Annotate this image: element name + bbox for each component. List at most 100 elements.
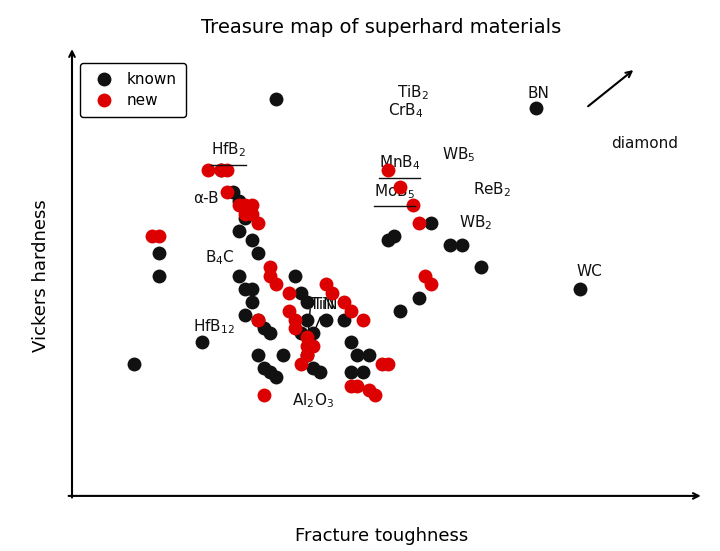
- Point: [475, 262, 487, 271]
- Point: [258, 390, 270, 399]
- Point: [246, 209, 257, 218]
- Point: [364, 350, 375, 359]
- Point: [128, 359, 140, 368]
- Point: [271, 95, 282, 104]
- Point: [252, 249, 264, 258]
- Text: TiN: TiN: [310, 296, 335, 312]
- Point: [233, 196, 245, 205]
- Point: [221, 165, 233, 174]
- Text: WC: WC: [577, 263, 603, 279]
- Text: HfB$_2$: HfB$_2$: [212, 141, 246, 159]
- Point: [376, 359, 387, 368]
- Point: [444, 240, 456, 249]
- Point: [326, 289, 338, 298]
- Text: TiB$_2$: TiB$_2$: [397, 83, 429, 102]
- Point: [258, 364, 270, 372]
- Text: Fracture toughness: Fracture toughness: [295, 527, 468, 545]
- Point: [426, 280, 437, 289]
- Text: ReB$_2$: ReB$_2$: [473, 180, 511, 199]
- Point: [388, 231, 400, 240]
- Point: [283, 289, 294, 298]
- Point: [369, 390, 381, 399]
- Point: [228, 187, 239, 196]
- Text: Al$_2$O$_3$: Al$_2$O$_3$: [292, 392, 334, 410]
- Point: [271, 280, 282, 289]
- Point: [240, 214, 251, 223]
- Point: [456, 240, 468, 249]
- Point: [240, 209, 251, 218]
- Point: [382, 236, 394, 245]
- Point: [351, 381, 363, 390]
- Point: [338, 315, 350, 324]
- Point: [338, 298, 350, 306]
- Text: Treasure map of superhard materials: Treasure map of superhard materials: [202, 19, 562, 37]
- Point: [295, 289, 307, 298]
- Point: [302, 350, 313, 359]
- Point: [252, 315, 264, 324]
- Text: HfB$_{12}$: HfB$_{12}$: [193, 317, 235, 336]
- Text: Vickers hardness: Vickers hardness: [32, 199, 50, 352]
- Point: [276, 350, 288, 359]
- Point: [357, 315, 369, 324]
- Point: [426, 218, 437, 227]
- Point: [289, 315, 301, 324]
- Point: [574, 284, 585, 293]
- Point: [307, 364, 319, 372]
- Point: [233, 201, 245, 209]
- Point: [295, 359, 307, 368]
- Point: [147, 231, 158, 240]
- Point: [233, 227, 245, 236]
- Point: [531, 104, 542, 112]
- Point: [240, 311, 251, 320]
- Point: [345, 368, 356, 377]
- Text: α-B: α-B: [193, 191, 218, 206]
- Point: [307, 328, 319, 337]
- Point: [395, 306, 406, 315]
- Text: CrB$_4$: CrB$_4$: [388, 101, 423, 120]
- Point: [314, 368, 325, 377]
- Point: [307, 342, 319, 350]
- Text: diamond: diamond: [611, 136, 678, 151]
- Point: [419, 271, 431, 280]
- Point: [302, 350, 313, 359]
- Point: [258, 324, 270, 333]
- Point: [320, 280, 332, 289]
- Point: [240, 284, 251, 293]
- Text: B$_4$C: B$_4$C: [205, 249, 235, 267]
- Point: [221, 187, 233, 196]
- Point: [153, 271, 164, 280]
- Point: [345, 306, 356, 315]
- Point: [215, 165, 226, 174]
- Text: WB$_2$: WB$_2$: [459, 213, 492, 232]
- Point: [395, 183, 406, 192]
- Point: [289, 324, 301, 333]
- Point: [345, 337, 356, 346]
- Point: [202, 165, 214, 174]
- Point: [240, 205, 251, 214]
- Point: [264, 271, 276, 280]
- Point: [252, 350, 264, 359]
- Point: [153, 249, 164, 258]
- Point: [240, 201, 251, 209]
- Point: [295, 328, 307, 337]
- Text: WB$_5$: WB$_5$: [442, 145, 476, 164]
- Point: [407, 201, 418, 209]
- Point: [246, 284, 257, 293]
- Text: MnB$_4$: MnB$_4$: [379, 154, 420, 172]
- Point: [264, 262, 276, 271]
- Point: [302, 298, 313, 306]
- Point: [289, 271, 301, 280]
- Legend: known, new: known, new: [80, 63, 186, 117]
- Text: MoB$_5$: MoB$_5$: [374, 182, 415, 201]
- Point: [215, 165, 226, 174]
- Point: [264, 368, 276, 377]
- Point: [264, 328, 276, 337]
- Point: [413, 293, 425, 302]
- Point: [252, 315, 264, 324]
- Point: [246, 236, 257, 245]
- Point: [357, 368, 369, 377]
- Point: [320, 315, 332, 324]
- Point: [345, 381, 356, 390]
- Point: [197, 337, 208, 346]
- Point: [413, 218, 425, 227]
